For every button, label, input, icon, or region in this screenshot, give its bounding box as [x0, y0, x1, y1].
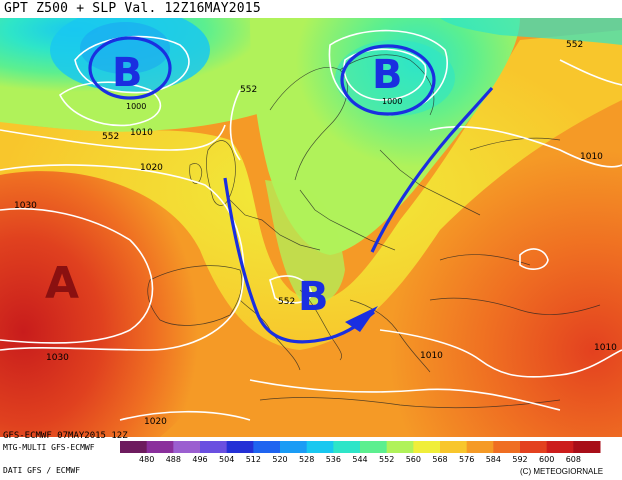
colorbar-swatch [520, 441, 548, 453]
colorbar-swatch [493, 441, 521, 453]
colorbar-tick-label: 512 [246, 455, 261, 464]
colorbar-swatch [146, 441, 174, 453]
colorbar-swatch [360, 441, 388, 453]
colorbar-swatch [466, 441, 494, 453]
isobar-label: 1010 [420, 351, 443, 361]
colorbar-swatch [333, 441, 361, 453]
geopotential-label: 552 [102, 132, 119, 142]
colorbar-swatch [120, 441, 148, 453]
colorbar-swatch [413, 441, 441, 453]
colorbar-tick-label: 488 [166, 455, 181, 464]
annotation-layer [88, 36, 494, 344]
low-center-letter: B [372, 52, 403, 98]
colorbar-tick-label: 576 [459, 455, 474, 464]
colorbar-tick-label: 536 [326, 455, 341, 464]
colorbar-tick-label: 592 [512, 455, 527, 464]
colorbar: 480 488 496 504 512 520 528 536 544 552 560 568 576 5… [120, 441, 601, 464]
colorbar-swatch [173, 441, 201, 453]
geopotential-label: 552 [566, 40, 583, 50]
colorbar-tick-label: 496 [192, 455, 207, 464]
colorbar-swatch [440, 441, 468, 453]
colorbar-swatch [573, 441, 601, 453]
isobar-label: 1030 [14, 201, 37, 211]
pressure-centers: B 1000 B 1000 B A [45, 50, 403, 320]
colorbar-tick-label: 544 [352, 455, 367, 464]
colorbar-tick-label: 608 [566, 455, 581, 464]
colorbar-tick-label: 520 [272, 455, 287, 464]
colorbar-tick-label: 552 [379, 455, 394, 464]
colorbar-swatch [386, 441, 414, 453]
colorbar-swatch [280, 441, 308, 453]
colorbar-tick-label: 528 [299, 455, 314, 464]
colorbar-swatch [200, 441, 228, 453]
ne-low-circle [340, 44, 436, 116]
isobar-label: 1020 [140, 163, 163, 173]
isobar-label: 1010 [580, 152, 603, 162]
isobar-label-layer: 1030 1030 1020 1020 1010 1010 1010 1010 … [14, 40, 617, 427]
colorbar-tick-label: 480 [139, 455, 154, 464]
shaded-field [0, 18, 622, 437]
run-info: GFS-ECMWF 07MAY2015 12Z [3, 431, 128, 441]
copyright: (C) METEOGIORNALE [520, 467, 604, 476]
trough-arrow-head-left [345, 306, 378, 332]
colorbar-tick-label: 584 [486, 455, 501, 464]
colorbar-tick-label: 560 [406, 455, 421, 464]
high-center-letter: A [45, 258, 79, 309]
low-center-letter: B [298, 274, 329, 320]
colorbar-tick-label: 568 [432, 455, 447, 464]
ridge-arrow-path [370, 86, 494, 253]
isobar-label: 1010 [130, 128, 153, 138]
low-center-value: 1000 [126, 102, 146, 111]
colorbar-tick-label: 504 [219, 455, 234, 464]
data-source: DATI GFS / ECMWF [3, 466, 81, 475]
nw-low-circle [88, 36, 172, 100]
low-center-letter: B [112, 50, 143, 96]
isobar-label: 1020 [144, 417, 167, 427]
model-line: MTG-MULTI GFS-ECMWF [3, 443, 95, 452]
colorbar-tick-label: 600 [539, 455, 554, 464]
map-title: GPT Z500 + SLP Val. 12Z16MAY2015 [4, 1, 261, 16]
colorbar-swatch [253, 441, 281, 453]
low-center-value: 1000 [382, 97, 402, 106]
isobar-label: 1010 [594, 343, 617, 353]
isobar-label: 1030 [46, 353, 69, 363]
geopotential-label: 552 [240, 85, 257, 95]
colorbar-swatch [546, 441, 574, 453]
geopotential-label: 552 [278, 297, 295, 307]
colorbar-swatch [306, 441, 334, 453]
trough-arrow-path [223, 177, 376, 344]
colorbar-swatch [226, 441, 254, 453]
